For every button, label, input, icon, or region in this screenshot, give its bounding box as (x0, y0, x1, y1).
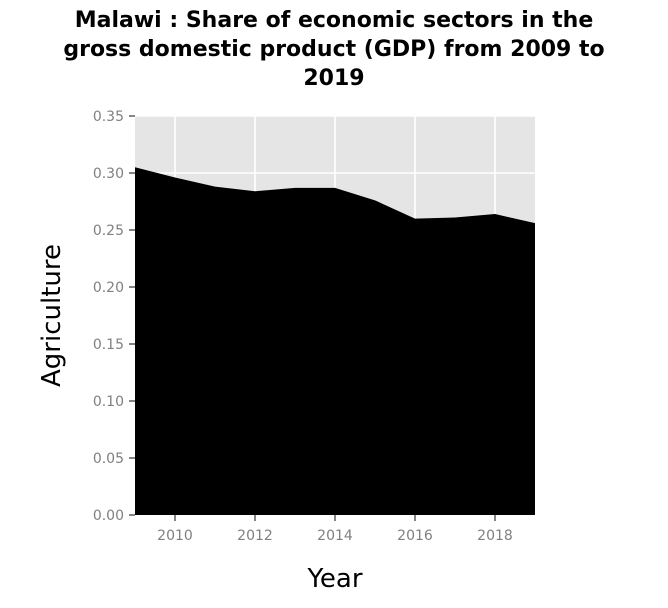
y-tick-label-3: 0.15 (93, 337, 124, 353)
x-tick-label-3: 2016 (397, 528, 433, 544)
chart-title-line-3: 2019 (303, 66, 365, 91)
x-tick-label-1: 2012 (237, 528, 273, 544)
y-tick-label-6: 0.30 (93, 166, 124, 182)
y-tick-label-0: 0.00 (93, 508, 124, 524)
chart-title-line-2: gross domestic product (GDP) from 2009 t… (63, 37, 605, 62)
chart-title: Malawi : Share of economic sectors in th… (0, 6, 668, 93)
y-tick-label-7: 0.35 (93, 109, 124, 125)
x-axis-label: Year (306, 564, 362, 594)
agriculture-area (135, 167, 535, 516)
chart-title-line-1: Malawi : Share of economic sectors in th… (74, 8, 594, 33)
y-tick-label-5: 0.25 (93, 223, 124, 239)
y-axis-label: Agriculture (37, 244, 67, 387)
x-tick-label-4: 2018 (477, 528, 513, 544)
y-tick-label-1: 0.05 (93, 451, 124, 467)
x-tick-label-2: 2014 (317, 528, 353, 544)
y-tick-label-2: 0.10 (93, 394, 124, 410)
y-tick-label-4: 0.20 (93, 280, 124, 296)
x-tick-label-0: 2010 (157, 528, 193, 544)
